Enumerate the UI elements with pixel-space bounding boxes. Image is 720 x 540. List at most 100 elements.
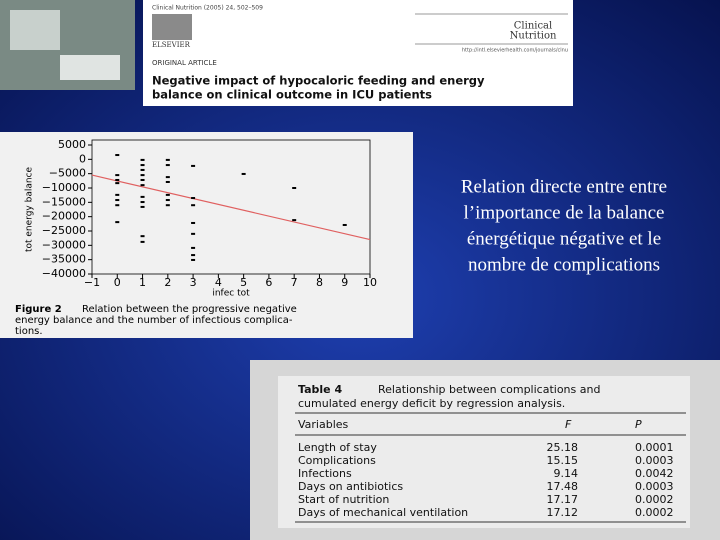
- x-tick-label: 4: [215, 276, 222, 289]
- point: [165, 199, 170, 202]
- y-tick-label: −5000: [49, 167, 86, 180]
- point: [191, 232, 196, 235]
- slide-text: énergétique négative et le: [467, 228, 661, 249]
- x-tick-label: 10: [363, 276, 377, 289]
- y-tick-label: −40000: [42, 267, 86, 280]
- table-cell: Start of nutrition: [298, 493, 389, 506]
- point: [165, 204, 170, 207]
- y-tick-label: −15000: [42, 195, 86, 208]
- point: [140, 205, 145, 208]
- point: [140, 168, 145, 171]
- point: [191, 221, 196, 224]
- x-tick-label: 7: [291, 276, 298, 289]
- point: [165, 180, 170, 183]
- point: [140, 174, 145, 177]
- point: [191, 164, 196, 167]
- point: [115, 154, 120, 157]
- point: [115, 221, 120, 224]
- elsevier-logo: [152, 14, 192, 40]
- point: [191, 204, 196, 207]
- publisher: ELSEVIER: [152, 41, 191, 49]
- point: [140, 178, 145, 181]
- slide-text: Relation directe entre entre: [461, 176, 667, 197]
- table-cell: 0.0003: [635, 454, 674, 467]
- point: [115, 174, 120, 177]
- point: [191, 254, 196, 257]
- slide-text: l’importance de la balance: [464, 202, 665, 223]
- url: http://intl.elsevierhealth.com/journals/…: [462, 48, 568, 54]
- caption: tions.: [15, 326, 43, 337]
- article-title: balance on clinical outcome in ICU patie…: [152, 88, 432, 102]
- y-tick-label: −30000: [42, 238, 86, 251]
- journal: Nutrition: [510, 31, 557, 42]
- photo-detail: [60, 55, 120, 80]
- table-label: Table 4: [298, 383, 342, 396]
- table-cell: 25.18: [547, 441, 579, 454]
- point: [191, 197, 196, 200]
- caption-label: Figure 2: [15, 304, 62, 315]
- x-tick-label: 3: [190, 276, 197, 289]
- point: [342, 223, 347, 226]
- plot-frame: [91, 139, 371, 275]
- table-cell: 0.0002: [635, 493, 674, 506]
- table-cell: Days of mechanical ventilation: [298, 506, 468, 519]
- point: [140, 201, 145, 204]
- table-cell: 0.0001: [635, 441, 674, 454]
- y-tick-label: 0: [79, 152, 86, 165]
- table-inner: [278, 376, 690, 528]
- x-tick-label: 5: [240, 276, 247, 289]
- point: [165, 158, 170, 161]
- point: [140, 235, 145, 238]
- x-tick-label: 1: [139, 276, 146, 289]
- article-header: [143, 0, 573, 106]
- table-cell: 15.15: [547, 454, 579, 467]
- table-cell: 17.48: [547, 480, 579, 493]
- point: [140, 184, 145, 187]
- table-cell: 9.14: [554, 467, 579, 480]
- point: [165, 164, 170, 167]
- table-cell: Length of stay: [298, 441, 377, 454]
- y-tick-label: −25000: [42, 224, 86, 237]
- point: [241, 172, 246, 175]
- y-tick-label: −10000: [42, 181, 86, 194]
- point: [292, 219, 297, 222]
- point: [140, 195, 145, 198]
- table-header: P: [635, 418, 642, 431]
- point: [292, 187, 297, 189]
- table-cell: 17.17: [547, 493, 579, 506]
- y-tick-label: 5000: [58, 138, 86, 151]
- table-cell: Days on antibiotics: [298, 480, 403, 493]
- y-tick-label: −35000: [42, 253, 86, 266]
- figure-panel: [0, 132, 413, 338]
- table-cell: Complications: [298, 454, 376, 467]
- x-tick-label: 2: [164, 276, 171, 289]
- point: [191, 258, 196, 261]
- point: [191, 246, 196, 249]
- x-tick-label: 6: [265, 276, 272, 289]
- point: [115, 182, 120, 185]
- table-cell: 0.0042: [635, 467, 674, 480]
- x-tick-label: −1: [84, 276, 100, 289]
- caption: energy balance and the number of infecti…: [15, 315, 293, 326]
- point: [140, 240, 145, 243]
- caption: Relation between the progressive negativ…: [82, 304, 297, 315]
- point: [165, 193, 170, 196]
- point: [165, 176, 170, 179]
- slide-text: nombre de complications: [468, 254, 660, 275]
- table-header: F: [565, 418, 572, 431]
- journal: Clinical: [514, 21, 552, 32]
- section: ORIGINAL ARTICLE: [152, 59, 217, 67]
- photo-detail: [10, 10, 60, 50]
- x-tick-label: 0: [114, 276, 121, 289]
- table-title: cumulated energy deficit by regression a…: [298, 397, 565, 410]
- citation: Clinical Nutrition (2005) 24, 502–509: [152, 5, 263, 12]
- table-cell: 0.0002: [635, 506, 674, 519]
- point: [115, 178, 120, 181]
- table-cell: 0.0003: [635, 480, 674, 493]
- y-axis-label: tot energy balance: [25, 166, 35, 252]
- table-header: Variables: [298, 418, 349, 431]
- article-title: Negative impact of hypocaloric feeding a…: [152, 74, 485, 88]
- fit-line: [91, 174, 371, 241]
